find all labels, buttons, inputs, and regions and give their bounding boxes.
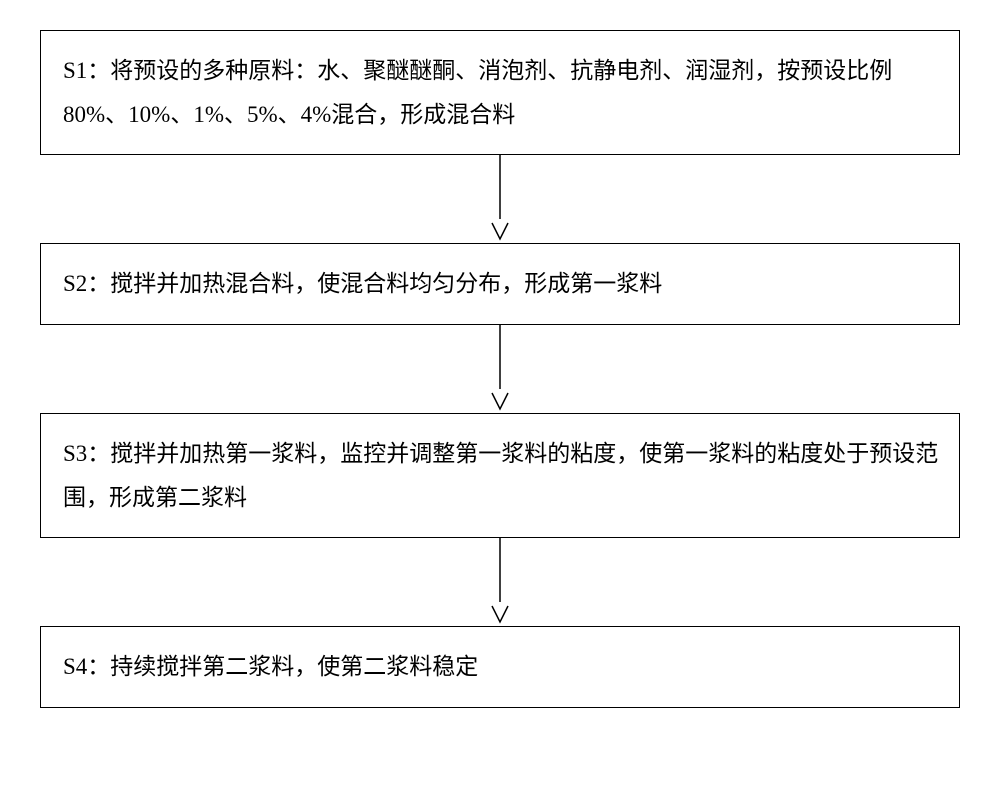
flow-step-text: S2：搅拌并加热混合料，使混合料均匀分布，形成第一浆料 (63, 271, 662, 296)
flow-step-text: S3：搅拌并加热第一浆料，监控并调整第一浆料的粘度，使第一浆料的粘度处于预设范围… (63, 441, 938, 510)
flow-arrow (490, 155, 510, 243)
flow-arrow (490, 538, 510, 626)
arrow-down-icon (490, 325, 510, 413)
arrow-down-icon (490, 155, 510, 243)
flow-step-text: S4：持续搅拌第二浆料，使第二浆料稳定 (63, 654, 478, 679)
arrow-down-icon (490, 538, 510, 626)
flow-step-s3: S3：搅拌并加热第一浆料，监控并调整第一浆料的粘度，使第一浆料的粘度处于预设范围… (40, 413, 960, 538)
flow-arrow (490, 325, 510, 413)
flow-step-s1: S1：将预设的多种原料：水、聚醚醚酮、消泡剂、抗静电剂、润湿剂，按预设比例80%… (40, 30, 960, 155)
flowchart-container: S1：将预设的多种原料：水、聚醚醚酮、消泡剂、抗静电剂、润湿剂，按预设比例80%… (40, 30, 960, 708)
flow-step-s4: S4：持续搅拌第二浆料，使第二浆料稳定 (40, 626, 960, 708)
flow-step-text: S1：将预设的多种原料：水、聚醚醚酮、消泡剂、抗静电剂、润湿剂，按预设比例80%… (63, 58, 892, 127)
flow-step-s2: S2：搅拌并加热混合料，使混合料均匀分布，形成第一浆料 (40, 243, 960, 325)
